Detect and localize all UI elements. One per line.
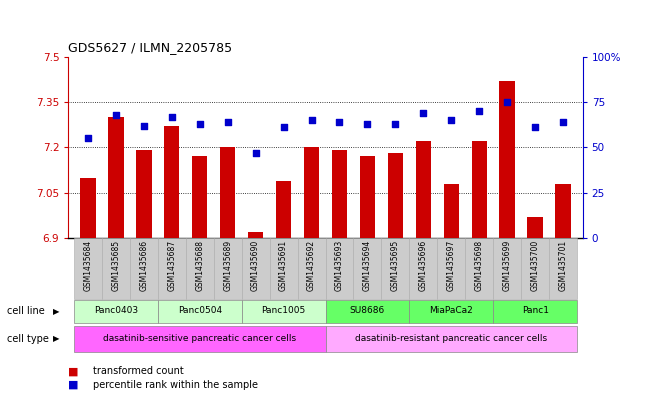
Point: [502, 99, 512, 105]
Point: [251, 150, 261, 156]
Bar: [130, 238, 158, 299]
Bar: [326, 326, 577, 352]
Text: GSM1435692: GSM1435692: [307, 240, 316, 291]
Text: cell type: cell type: [7, 334, 48, 344]
Text: GSM1435694: GSM1435694: [363, 240, 372, 291]
Point: [474, 108, 484, 114]
Text: transformed count: transformed count: [93, 366, 184, 376]
Bar: [409, 300, 493, 323]
Bar: [326, 300, 409, 323]
Bar: [409, 238, 437, 299]
Point: [83, 135, 93, 141]
Bar: [381, 238, 409, 299]
Text: GSM1435696: GSM1435696: [419, 240, 428, 291]
Text: MiaPaCa2: MiaPaCa2: [430, 307, 473, 316]
Text: Panc1: Panc1: [521, 307, 549, 316]
Text: ▶: ▶: [53, 307, 60, 316]
Bar: [521, 238, 549, 299]
Bar: [276, 180, 291, 238]
Text: dasatinib-sensitive pancreatic cancer cells: dasatinib-sensitive pancreatic cancer ce…: [103, 334, 296, 343]
Point: [334, 119, 344, 125]
Point: [418, 110, 428, 116]
Bar: [158, 300, 242, 323]
Bar: [74, 300, 158, 323]
Bar: [493, 300, 577, 323]
Text: percentile rank within the sample: percentile rank within the sample: [93, 380, 258, 390]
Bar: [136, 151, 152, 238]
Bar: [158, 238, 186, 299]
Bar: [304, 147, 319, 238]
Bar: [192, 156, 208, 238]
Bar: [74, 238, 102, 299]
Bar: [471, 141, 487, 238]
Bar: [242, 238, 270, 299]
Bar: [214, 238, 242, 299]
Text: Panc0403: Panc0403: [94, 307, 138, 316]
Point: [307, 117, 317, 123]
Bar: [186, 238, 214, 299]
Bar: [499, 81, 515, 238]
Point: [390, 121, 400, 127]
Text: SU8686: SU8686: [350, 307, 385, 316]
Bar: [242, 300, 326, 323]
Bar: [437, 238, 465, 299]
Bar: [465, 238, 493, 299]
Point: [223, 119, 233, 125]
Bar: [220, 147, 236, 238]
Bar: [527, 217, 543, 238]
Text: cell line: cell line: [7, 307, 44, 316]
Bar: [248, 232, 263, 238]
Text: GSM1435700: GSM1435700: [531, 240, 540, 291]
Bar: [549, 238, 577, 299]
Text: GSM1435689: GSM1435689: [223, 240, 232, 291]
Bar: [298, 238, 326, 299]
Bar: [353, 238, 381, 299]
Point: [558, 119, 568, 125]
Bar: [164, 126, 180, 238]
Bar: [102, 238, 130, 299]
Text: Panc1005: Panc1005: [262, 307, 306, 316]
Text: GDS5627 / ILMN_2205785: GDS5627 / ILMN_2205785: [68, 41, 232, 54]
Text: GSM1435684: GSM1435684: [83, 240, 92, 291]
Bar: [270, 238, 298, 299]
Bar: [74, 326, 326, 352]
Text: dasatinib-resistant pancreatic cancer cells: dasatinib-resistant pancreatic cancer ce…: [355, 334, 547, 343]
Text: GSM1435685: GSM1435685: [111, 240, 120, 291]
Text: Panc0504: Panc0504: [178, 307, 222, 316]
Text: GSM1435686: GSM1435686: [139, 240, 148, 291]
Bar: [493, 238, 521, 299]
Bar: [80, 178, 96, 238]
Bar: [326, 238, 353, 299]
Text: ■: ■: [68, 380, 79, 390]
Bar: [555, 184, 571, 238]
Text: GSM1435693: GSM1435693: [335, 240, 344, 291]
Text: GSM1435687: GSM1435687: [167, 240, 176, 291]
Point: [167, 114, 177, 120]
Text: ■: ■: [68, 366, 79, 376]
Point: [530, 124, 540, 130]
Point: [279, 124, 289, 130]
Text: GSM1435697: GSM1435697: [447, 240, 456, 291]
Bar: [415, 141, 431, 238]
Bar: [332, 151, 347, 238]
Text: GSM1435698: GSM1435698: [475, 240, 484, 291]
Point: [362, 121, 372, 127]
Text: GSM1435699: GSM1435699: [503, 240, 512, 291]
Point: [446, 117, 456, 123]
Bar: [360, 156, 375, 238]
Text: GSM1435691: GSM1435691: [279, 240, 288, 291]
Point: [195, 121, 205, 127]
Text: GSM1435688: GSM1435688: [195, 240, 204, 290]
Point: [111, 112, 121, 118]
Bar: [388, 153, 403, 238]
Bar: [108, 117, 124, 238]
Text: GSM1435695: GSM1435695: [391, 240, 400, 291]
Bar: [443, 184, 459, 238]
Point: [139, 123, 149, 129]
Text: ▶: ▶: [53, 334, 60, 343]
Text: GSM1435690: GSM1435690: [251, 240, 260, 291]
Text: GSM1435701: GSM1435701: [559, 240, 568, 291]
